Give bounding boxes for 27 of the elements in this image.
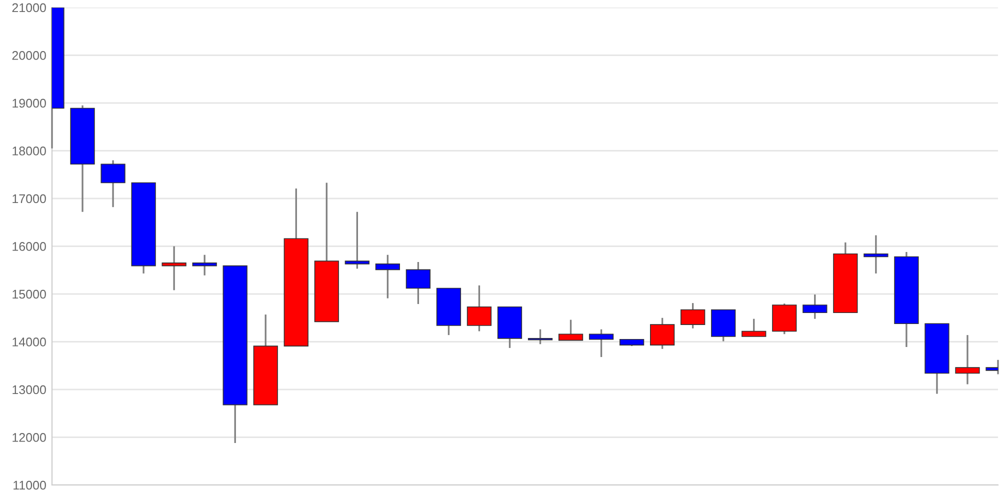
candlestick (650, 317, 675, 350)
y-tick-label: 16000 (12, 242, 46, 251)
candlestick (864, 234, 888, 274)
y-tick-label: 12000 (12, 433, 46, 442)
candlestick (588, 328, 614, 358)
y-tick-label: 21000 (12, 3, 46, 12)
candlestick (466, 284, 492, 332)
candlestick (955, 334, 980, 386)
y-tick-label: 15000 (12, 290, 46, 299)
candlestick (528, 328, 553, 345)
y-tick-label: 11000 (14, 480, 46, 490)
candlestick (742, 318, 766, 338)
candlestick (558, 318, 584, 342)
y-tick-label: 19000 (12, 98, 46, 108)
candlestick (802, 294, 828, 320)
candlestick (192, 254, 217, 276)
candlestick (680, 302, 706, 330)
y-tick-label: 13000 (12, 385, 46, 394)
candlestick (344, 211, 370, 270)
y-tick-label: 18000 (12, 146, 46, 156)
candlestick (162, 245, 186, 292)
y-tick-label: 14000 (12, 338, 46, 346)
candlestick (406, 261, 431, 305)
candlestick (375, 254, 400, 300)
y-tick-label: 20000 (12, 51, 46, 60)
y-tick-label: 17000 (12, 194, 46, 204)
candlestick (100, 159, 126, 208)
